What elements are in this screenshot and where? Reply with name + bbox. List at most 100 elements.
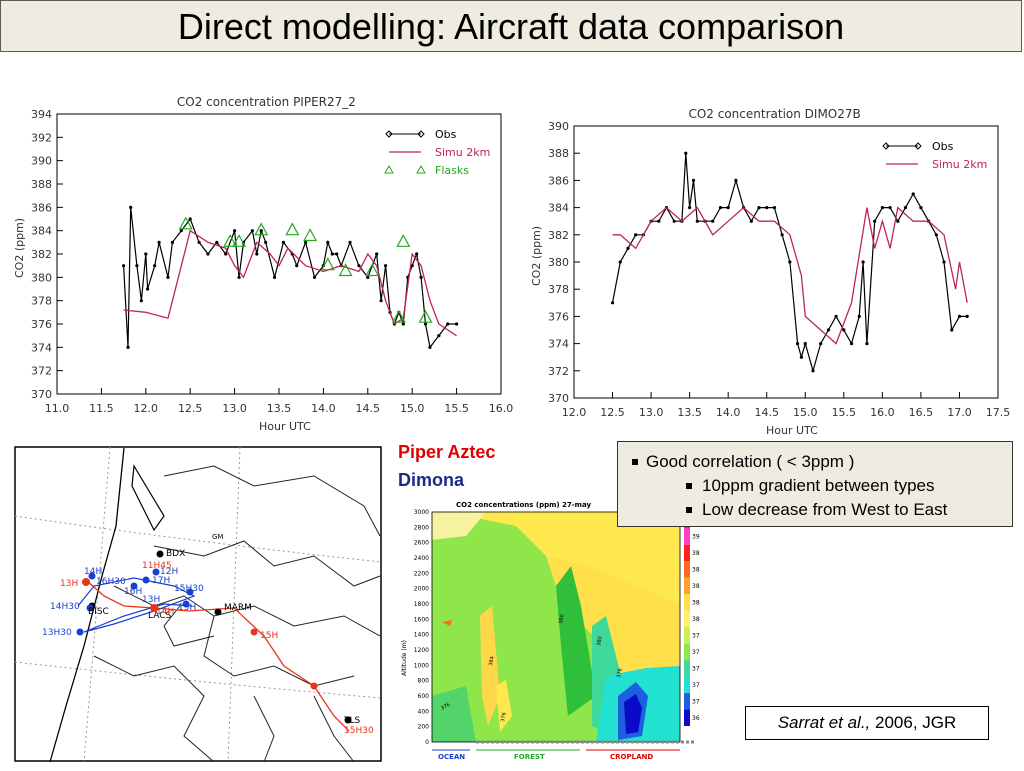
field-pale	[432, 512, 486, 540]
chart-piper: CO2 concentration PIPER27_2 Hour UTC CO2 (…	[13, 95, 513, 433]
heatmap-y-tick-label: 200	[418, 724, 430, 731]
obs-point	[135, 264, 139, 268]
colorbar-swatch	[684, 561, 690, 578]
city-dot	[344, 716, 352, 724]
chart-dimona-panel: CO2 concentration DIMO27B Hour UTC CO2 (pp…	[528, 100, 1018, 440]
region-label-cropland: CROPLAND	[610, 753, 653, 761]
x-tick-label: 12.5	[178, 402, 203, 415]
flask-point	[396, 234, 411, 247]
obs-point	[903, 206, 908, 210]
x-tick-label: 11.0	[45, 402, 70, 415]
bullet-icon	[686, 483, 692, 489]
colorbar-swatch	[684, 643, 690, 661]
region-label-forest: FOREST	[514, 753, 545, 761]
obs-point	[672, 219, 676, 223]
obs-point	[626, 246, 630, 250]
x-tick-label: 15.0	[793, 406, 818, 419]
obs-point	[446, 322, 450, 326]
obs-point	[919, 206, 923, 210]
colorbar-label: 374	[692, 665, 700, 672]
obs-point	[803, 342, 807, 346]
obs-point	[326, 240, 330, 244]
chart-piper-panel: CO2 concentration PIPER27_2 Hour UTC CO2 (…	[5, 84, 525, 442]
x-tick-label: 14.0	[311, 402, 336, 415]
field-plume-1	[480, 606, 500, 726]
obs-point	[811, 369, 815, 373]
obs-point	[849, 342, 854, 346]
note-line-3: Low decrease from West to East	[628, 498, 1002, 522]
y-tick-label: 390	[548, 120, 569, 133]
chart-title: CO2 concentration DIMO27B	[688, 107, 860, 121]
x-tick-label: 15.5	[832, 406, 857, 419]
dimona-time-label: 16H	[124, 587, 142, 597]
piper-time-label: 15H	[260, 631, 278, 641]
obs-point	[255, 252, 259, 256]
citation-box: Sarrat et al., 2006, JGR	[745, 706, 989, 740]
colorbar-swatch	[684, 709, 690, 726]
contour-label: 376	[616, 668, 624, 678]
y-tick-label: 374	[548, 338, 569, 351]
colorbar-swatch	[684, 693, 690, 710]
flask-point	[320, 257, 335, 271]
obs-point	[757, 206, 761, 210]
x-axis-label: Hour UTC	[259, 420, 311, 433]
obs-point	[950, 328, 954, 332]
flight-map-panel: BDX GM MARM LACS BISC TLS 11H45 13H 14H …	[14, 446, 384, 764]
obs-point	[691, 178, 696, 182]
obs-point	[335, 252, 339, 256]
dimona-dot	[86, 604, 94, 612]
obs-point	[888, 206, 892, 210]
obs-point	[911, 192, 915, 196]
dimona-time-label: 17H	[152, 576, 170, 586]
y-axis-label: CO2 (ppm)	[13, 218, 26, 278]
city-label: TLS	[343, 716, 361, 726]
colorbar-swatch	[684, 594, 690, 611]
map-points	[76, 550, 352, 724]
flight-map: BDX GM MARM LACS BISC TLS 11H45 13H 14H …	[14, 446, 382, 763]
obs-point	[842, 328, 846, 332]
obs-point	[401, 322, 405, 326]
obs-point	[896, 219, 900, 223]
x-tick-label: 11.5	[89, 402, 114, 415]
heatmap-title: CO2 concentrations (ppm) 27-may	[456, 501, 591, 509]
flask-point	[232, 234, 247, 247]
obs-point	[772, 206, 777, 210]
obs-point	[711, 219, 715, 223]
obs-point	[145, 287, 150, 291]
y-tick-label: 388	[548, 147, 569, 160]
y-tick-label: 392	[31, 131, 52, 144]
dimona-label: Dimona	[398, 470, 465, 490]
piper-time-label: 15H30	[344, 726, 374, 736]
x-tick-label: 16.0	[870, 406, 895, 419]
city-dot	[214, 608, 222, 616]
obs-point	[259, 229, 263, 233]
heatmap-y-tick-label: 400	[418, 708, 430, 715]
obs-point	[312, 275, 317, 279]
colorbar-label: 376	[692, 649, 700, 656]
heatmap-y-tick-label: 3000	[414, 509, 429, 516]
colorbar-label: 380	[692, 616, 700, 623]
y-axis-label: CO2 (ppm)	[530, 226, 543, 286]
obs-point	[857, 314, 861, 318]
x-tick-label: 14.5	[356, 402, 381, 415]
colorbar: 392390388386384382380378376374372370368	[684, 512, 704, 726]
y-tick-label: 374	[31, 341, 52, 354]
y-tick-label: 376	[548, 310, 569, 323]
obs-point	[224, 252, 228, 256]
heatmap-y-tick-label: 600	[418, 693, 430, 700]
region-label-ocean: OCEAN	[438, 753, 465, 761]
piper-track	[85, 579, 350, 732]
dimona-dot	[186, 588, 194, 596]
obs-point	[726, 206, 730, 210]
obs-point	[264, 240, 268, 244]
x-tick-label: 17.5	[986, 406, 1011, 419]
colorbar-label: 372	[692, 682, 700, 689]
y-tick-label: 380	[548, 256, 569, 269]
field-plume-2	[496, 680, 512, 732]
field-yellow	[432, 512, 680, 606]
obs-point	[383, 264, 388, 268]
y-tick-label: 384	[31, 225, 52, 238]
obs-point	[304, 240, 308, 244]
colorbar-label: 378	[692, 632, 700, 639]
obs-point	[206, 252, 210, 256]
